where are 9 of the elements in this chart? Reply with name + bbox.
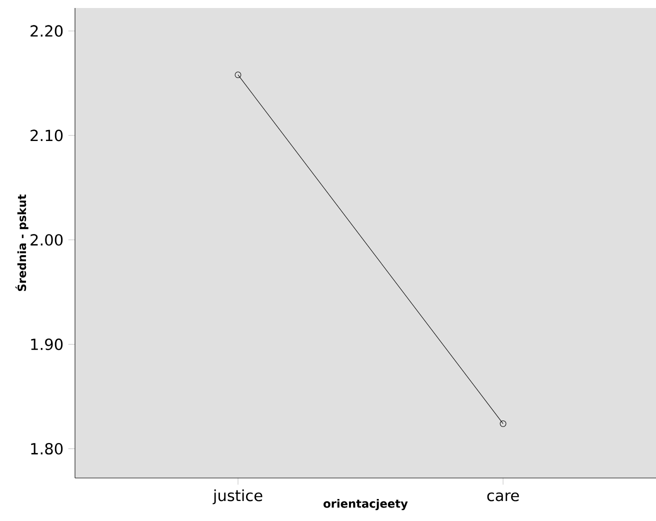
y-axis-title: Średnia - pskut <box>15 194 28 291</box>
x-axis-title: orientacjeety <box>324 499 408 510</box>
y-tick-label: 2.10 <box>30 130 63 142</box>
y-tick-label: 2.00 <box>30 234 63 246</box>
y-tick-label: 1.90 <box>31 338 63 350</box>
x-tick-label: justice <box>212 489 262 504</box>
y-tick-label: 1.80 <box>31 442 63 455</box>
x-tick-label: care <box>487 492 519 502</box>
y-tick-label: 2.20 <box>30 25 63 37</box>
